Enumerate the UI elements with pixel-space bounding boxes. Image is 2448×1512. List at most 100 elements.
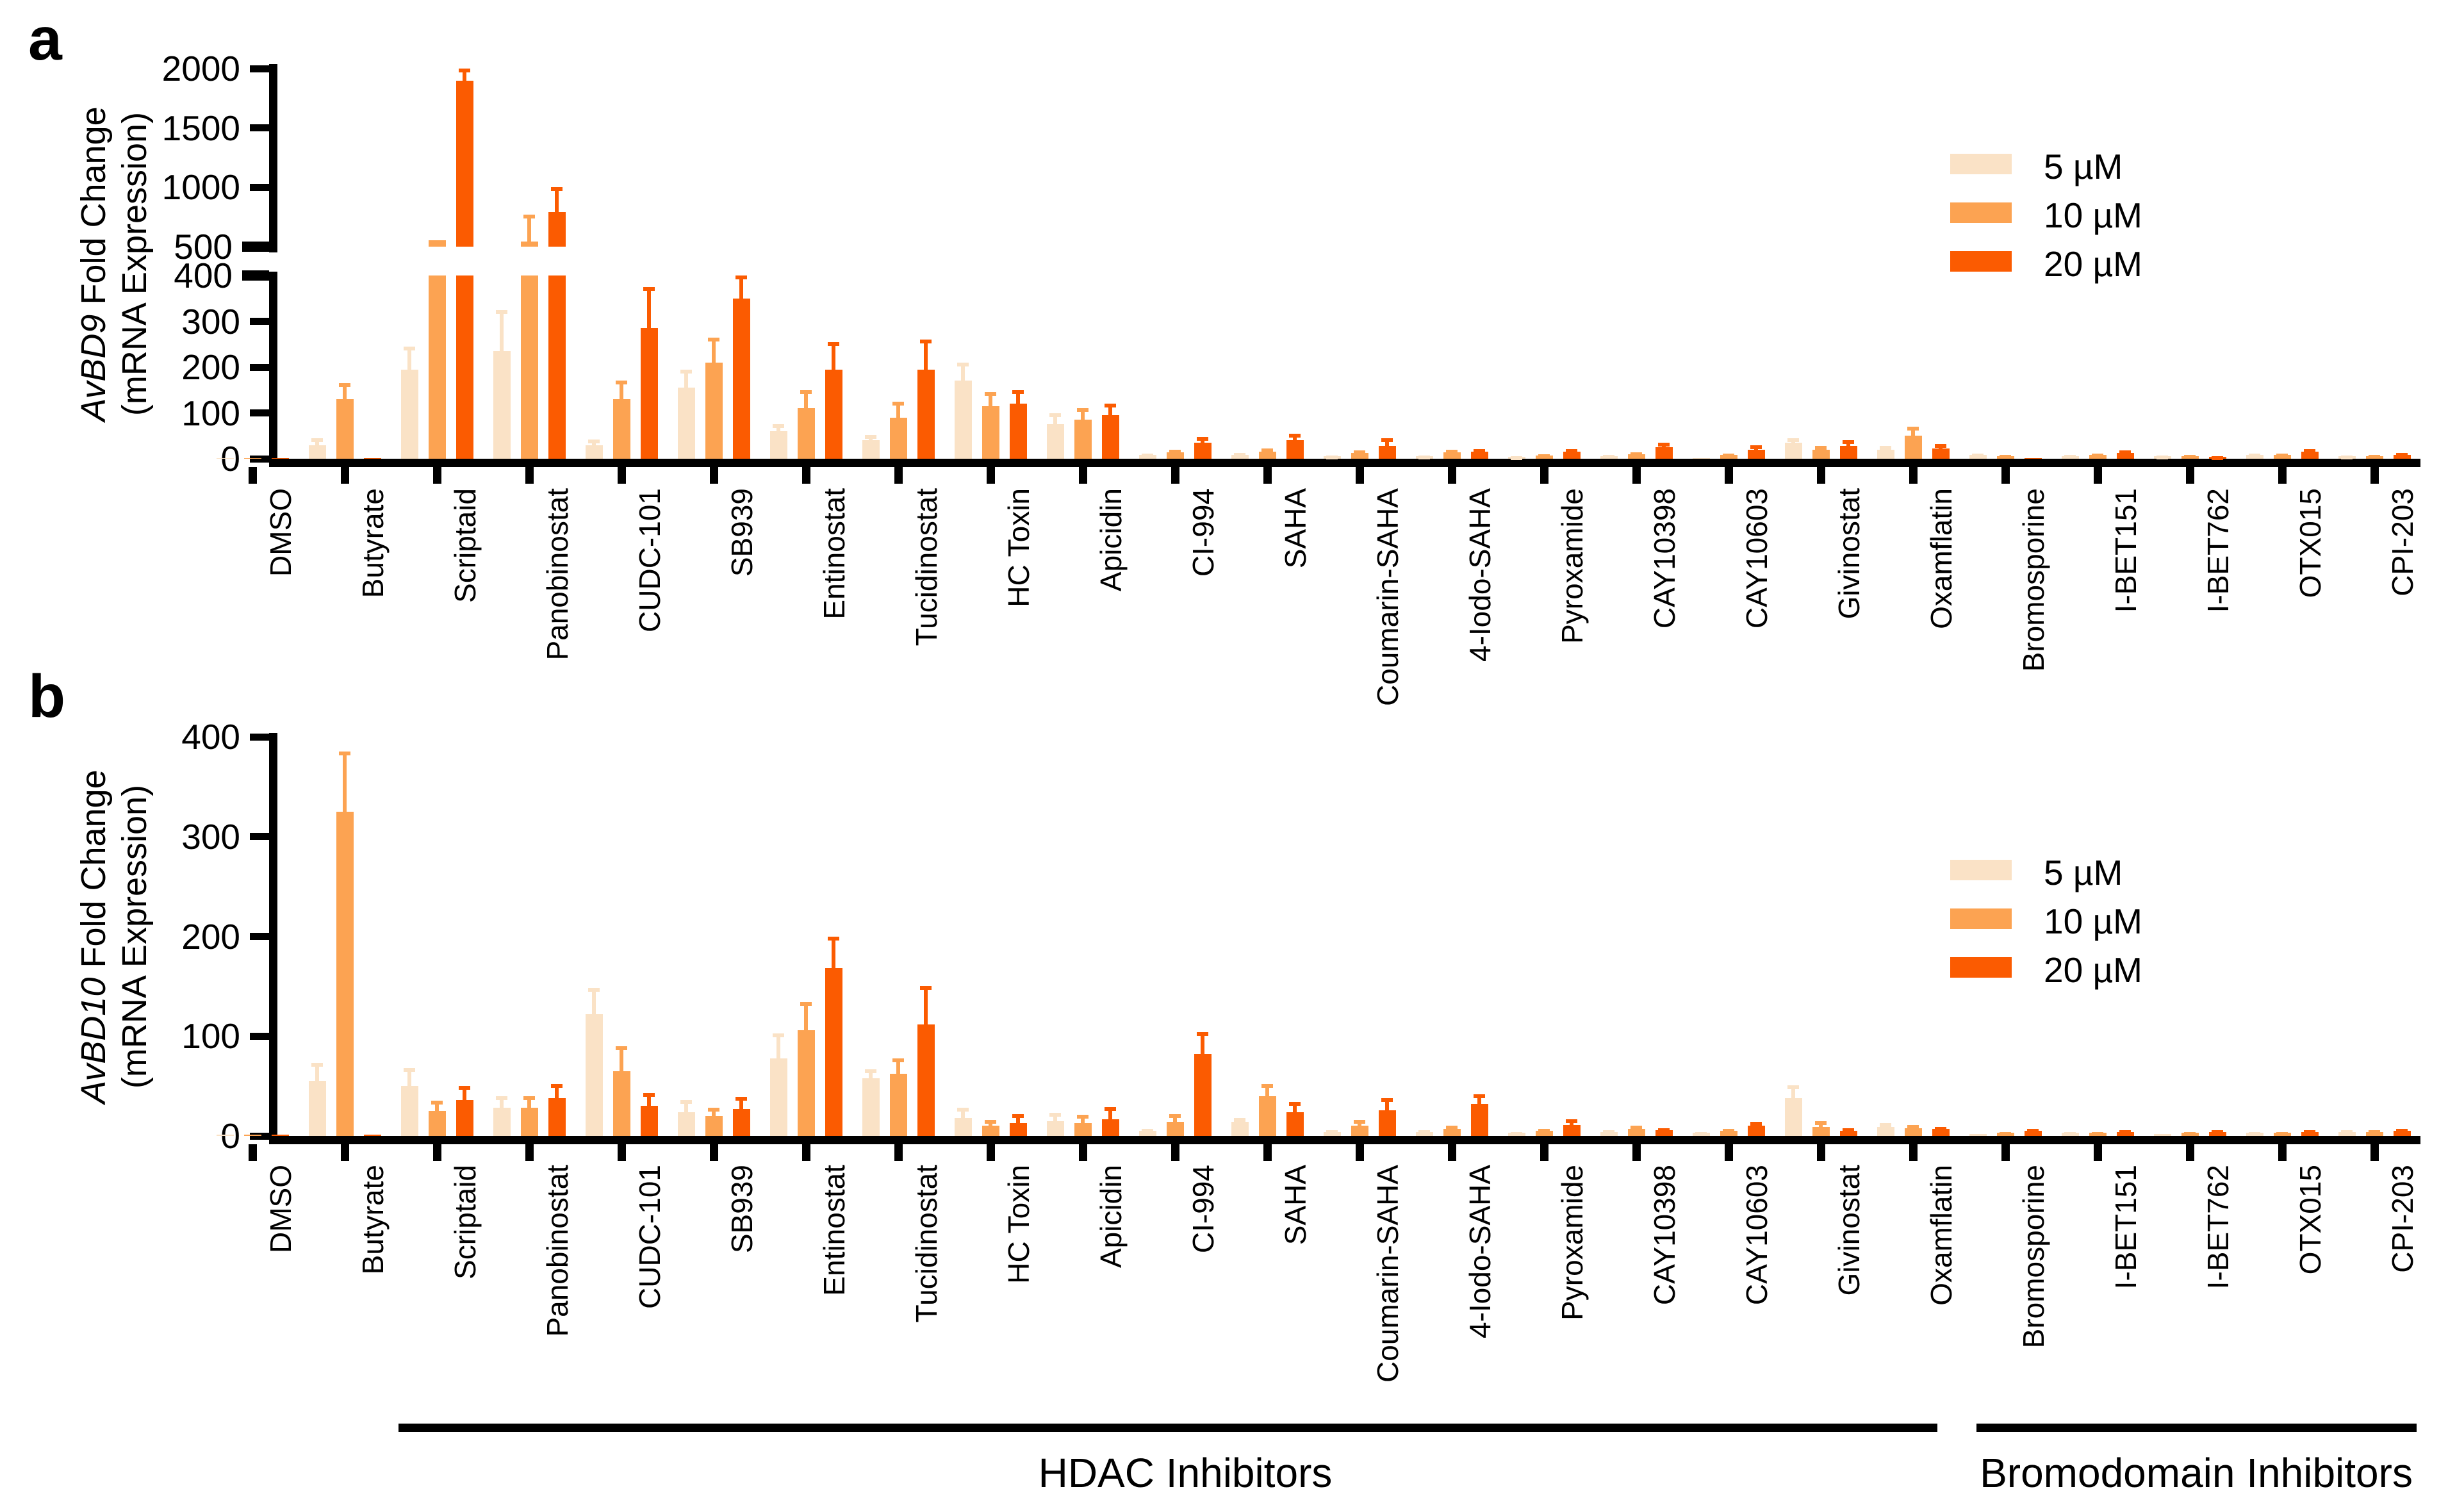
- x-tick: [1171, 467, 1179, 484]
- bar: [1627, 1129, 1645, 1136]
- bromodomain-bracket-line: [1976, 1424, 2417, 1432]
- x-tick: [1263, 1144, 1272, 1161]
- bar: [243, 458, 261, 459]
- error-bar-cap: [1935, 1126, 1946, 1131]
- y-tick-label: 0: [220, 439, 240, 479]
- error-bar-cap: [735, 1097, 747, 1101]
- bar: [612, 1071, 630, 1136]
- x-category-label: Coumarin-SAHA: [1371, 1165, 1404, 1383]
- error-bar-stem: [896, 401, 900, 418]
- bar: [1074, 420, 1092, 459]
- bar: [677, 1112, 695, 1136]
- bar: [769, 1058, 787, 1136]
- error-bar-cap: [339, 752, 350, 756]
- error-bar-cap: [1169, 1113, 1181, 1118]
- bar: [1166, 452, 1184, 459]
- error-bar-cap: [1658, 442, 1670, 447]
- x-category-label: 4-Iodo-SAHA: [1463, 488, 1497, 662]
- bar: [456, 275, 473, 459]
- error-bar-cap: [985, 1120, 996, 1124]
- error-bar-cap: [2064, 1131, 2076, 1136]
- error-bar-cap: [588, 439, 600, 443]
- error-bar-cap: [2341, 455, 2353, 459]
- x-axis-line: [269, 459, 2420, 467]
- y-tick-label: 400: [174, 256, 233, 295]
- error-bar-cap: [2369, 455, 2380, 459]
- y-tick-label: 300: [181, 301, 240, 341]
- bar: [1904, 1128, 1922, 1136]
- x-category-label: SAHA: [1279, 1165, 1312, 1245]
- error-bar-cap: [1261, 1084, 1273, 1088]
- gene-name-avbd9: AvBD9: [74, 314, 113, 422]
- y-title-rest: Fold Change: [74, 769, 113, 978]
- error-bar-cap: [680, 1099, 692, 1104]
- bar: [677, 388, 695, 459]
- bar: [336, 811, 354, 1136]
- x-tick: [1725, 1144, 1733, 1161]
- bar: [308, 445, 326, 459]
- x-category-label: CPI-203: [2386, 1165, 2419, 1273]
- error-bar-cap: [643, 1093, 655, 1097]
- x-tick: [2370, 1144, 2379, 1161]
- error-bar-stem: [620, 381, 623, 400]
- x-category-label: Coumarin-SAHA: [1371, 488, 1404, 706]
- y-tick: [250, 65, 269, 72]
- error-bar-stem: [315, 1063, 319, 1081]
- x-tick: [525, 1144, 534, 1161]
- error-bar-cap: [1843, 1128, 1854, 1132]
- x-tick: [1725, 467, 1733, 484]
- error-bar-stem: [1791, 1085, 1795, 1098]
- error-bar-stem: [961, 1108, 965, 1118]
- error-bar-cap: [800, 390, 812, 394]
- error-bar-cap: [1787, 1085, 1799, 1089]
- x-tick: [1356, 467, 1364, 484]
- error-bar-cap: [1631, 452, 1642, 456]
- x-category-label: SAHA: [1279, 488, 1312, 569]
- x-tick: [802, 1144, 810, 1161]
- bar: [585, 445, 603, 459]
- x-category-label: Scriptaid: [448, 488, 482, 603]
- error-bar-cap: [1012, 1113, 1024, 1118]
- y-axis-line: [269, 64, 277, 252]
- y-tick: [242, 270, 269, 281]
- bar: [2024, 457, 2042, 459]
- bar: [216, 457, 234, 459]
- x-category-label: DMSO: [264, 1165, 297, 1253]
- x-tick: [894, 467, 903, 484]
- y-tick: [242, 242, 269, 252]
- bar: [982, 406, 999, 459]
- error-bar-cap: [1381, 1097, 1393, 1102]
- error-bar-cap: [2369, 1130, 2380, 1134]
- legend-swatch-10um: [1950, 908, 2012, 929]
- error-bar-stem: [647, 1093, 651, 1106]
- bar: [308, 1081, 326, 1136]
- x-category-label: SB939: [725, 1165, 759, 1254]
- bar: [1747, 449, 1765, 459]
- error-bar-stem: [1081, 408, 1085, 420]
- bar: [862, 440, 880, 459]
- y-tick: [250, 183, 269, 191]
- error-bar-cap: [1815, 1121, 1827, 1125]
- error-bar-cap: [523, 214, 535, 218]
- bar: [769, 431, 787, 459]
- bar: [705, 1115, 723, 1136]
- x-tick: [1540, 467, 1548, 484]
- x-tick: [2001, 467, 2010, 484]
- x-category-label: I-BET762: [2201, 488, 2235, 613]
- bar: [954, 1117, 972, 1136]
- bar: [917, 1024, 935, 1136]
- x-category-label: Panobinostat: [541, 1165, 574, 1337]
- bar: [1231, 1122, 1249, 1136]
- error-bar-cap: [1289, 1102, 1301, 1106]
- bar: [1600, 1131, 1618, 1136]
- error-bar-stem: [1385, 1097, 1389, 1110]
- y-axis-line: [269, 272, 277, 467]
- error-bar-stem: [435, 1101, 439, 1112]
- error-bar-stem: [500, 1096, 504, 1108]
- x-category-label: Butyrate: [356, 488, 390, 598]
- bar: [1443, 452, 1461, 459]
- x-category-label: OTX015: [2294, 488, 2327, 598]
- bar: [1877, 1126, 1894, 1136]
- error-bar-cap: [1234, 1117, 1245, 1122]
- bar: [428, 1111, 446, 1136]
